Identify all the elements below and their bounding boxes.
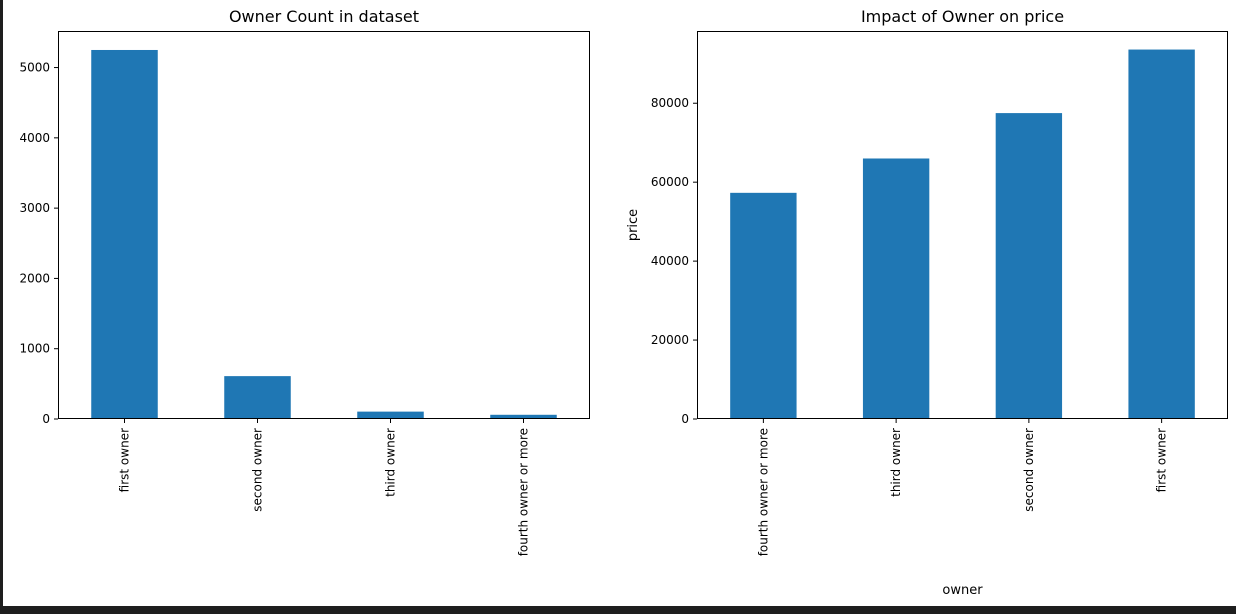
bar-third-owner: [357, 411, 424, 419]
y-tick-label: 0: [42, 412, 50, 426]
y-tick-label: 4000: [19, 131, 50, 145]
x-tick-label: second owner: [1022, 428, 1036, 512]
x-axis-label: owner: [942, 583, 983, 598]
bar-first-owner: [91, 49, 158, 419]
y-tick-label: 1000: [19, 342, 50, 356]
x-tick-label: fourth owner or more: [517, 428, 531, 556]
y-tick-label: 5000: [19, 61, 50, 75]
y-tick-label: 3000: [19, 201, 50, 215]
x-tick-label: third owner: [384, 428, 398, 497]
figure-canvas: first owner second owner third owner fourth…: [3, 0, 1236, 606]
y-tick-label: 80000: [651, 96, 689, 110]
x-tick-label: first owner: [1155, 428, 1169, 492]
x-tick-label: first owner: [118, 428, 132, 492]
y-axis-label: price: [626, 209, 641, 241]
bar-second-owner: [224, 376, 291, 419]
bar-third-owner: [862, 158, 930, 420]
x-tick-label: fourth owner or more: [756, 428, 770, 556]
axes-frame: [58, 31, 590, 419]
y-tick-label: 0: [681, 412, 689, 426]
chart-title: Owner Count in dataset: [229, 7, 419, 26]
chart-1: first owner second owner third owner fourth…: [19, 7, 590, 556]
y-tick-label: 2000: [19, 271, 50, 285]
chart-title: Impact of Owner on price: [861, 7, 1064, 26]
y-tick-label: 20000: [651, 333, 689, 347]
figure-svg: first owner second owner third owner fourth…: [19, 7, 1228, 598]
x-tick-label: second owner: [251, 428, 265, 512]
y-tick-label: 60000: [651, 175, 689, 189]
bar-fourth-owner-or-more: [730, 192, 797, 419]
bar-second-owner: [995, 113, 1063, 419]
chart-2: fourth owner or more third owner second ow…: [626, 7, 1228, 598]
y-tick-label: 40000: [651, 254, 689, 268]
bar-fourth-owner-or-more: [490, 414, 557, 419]
x-tick-label: third owner: [889, 428, 903, 497]
axes-frame: [697, 31, 1228, 419]
bar-first-owner: [1128, 49, 1195, 420]
